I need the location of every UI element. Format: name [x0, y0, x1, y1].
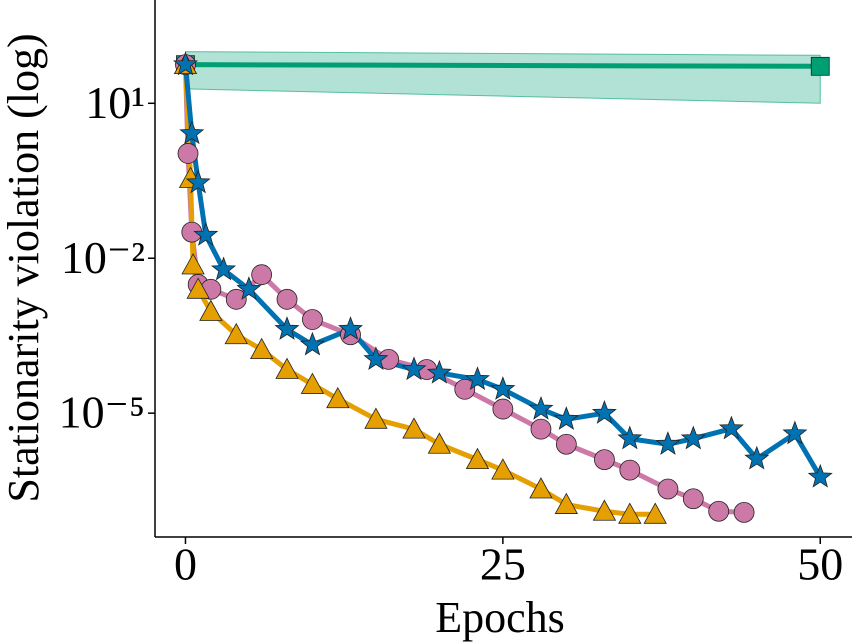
error-band	[184, 51, 821, 104]
x-tick-label: 50	[797, 539, 843, 590]
marker	[276, 288, 298, 310]
y-tick-label: 10⁻²	[61, 232, 145, 283]
marker	[274, 316, 300, 340]
marker	[718, 415, 744, 440]
marker	[181, 253, 205, 275]
marker	[618, 502, 642, 524]
marker	[302, 309, 323, 330]
marker	[363, 346, 389, 371]
marker	[454, 378, 476, 400]
marker	[186, 277, 210, 299]
marker	[224, 322, 248, 345]
marker	[199, 299, 223, 321]
marker	[744, 445, 770, 470]
marker	[491, 458, 515, 480]
marker	[528, 395, 554, 420]
marker	[619, 459, 641, 481]
marker	[173, 51, 198, 76]
marker	[555, 433, 577, 455]
marker	[177, 143, 199, 164]
series-line	[185, 62, 821, 69]
marker	[643, 502, 667, 524]
x-axis-label: Epochs	[435, 593, 565, 642]
marker	[251, 264, 273, 286]
marker	[275, 357, 299, 379]
marker	[210, 256, 237, 281]
marker	[426, 359, 452, 384]
marker	[782, 420, 808, 445]
marker	[592, 499, 617, 521]
marker	[300, 372, 325, 394]
marker	[680, 425, 706, 450]
marker	[810, 56, 830, 76]
marker	[492, 398, 514, 420]
marker	[655, 431, 681, 455]
marker	[657, 478, 679, 500]
marker	[185, 169, 211, 194]
marker	[427, 432, 452, 454]
marker	[179, 120, 205, 145]
marker	[249, 337, 274, 360]
marker	[236, 276, 262, 300]
marker	[465, 447, 490, 470]
marker	[225, 288, 247, 310]
marker	[591, 400, 617, 424]
marker	[553, 406, 579, 430]
marker	[490, 376, 516, 400]
x-tick-label: 0	[174, 539, 197, 590]
marker	[682, 488, 704, 510]
y-axis-label: Stationarity violation (log)	[0, 33, 48, 502]
marker	[364, 407, 388, 429]
marker	[708, 500, 730, 522]
marker	[402, 417, 426, 439]
marker	[529, 477, 553, 499]
marker	[193, 221, 219, 246]
marker	[617, 425, 643, 450]
marker	[401, 356, 427, 381]
marker	[530, 418, 552, 440]
marker	[594, 449, 615, 471]
x-tick-label: 25	[480, 539, 526, 590]
y-tick-label: 10⁻⁵	[59, 387, 145, 438]
marker	[807, 463, 833, 488]
marker	[465, 366, 490, 391]
marker	[326, 386, 350, 409]
marker	[733, 501, 755, 523]
y-tick-label: 10¹	[85, 77, 145, 128]
marker	[299, 331, 325, 356]
marker	[338, 316, 363, 340]
marker	[554, 492, 579, 514]
